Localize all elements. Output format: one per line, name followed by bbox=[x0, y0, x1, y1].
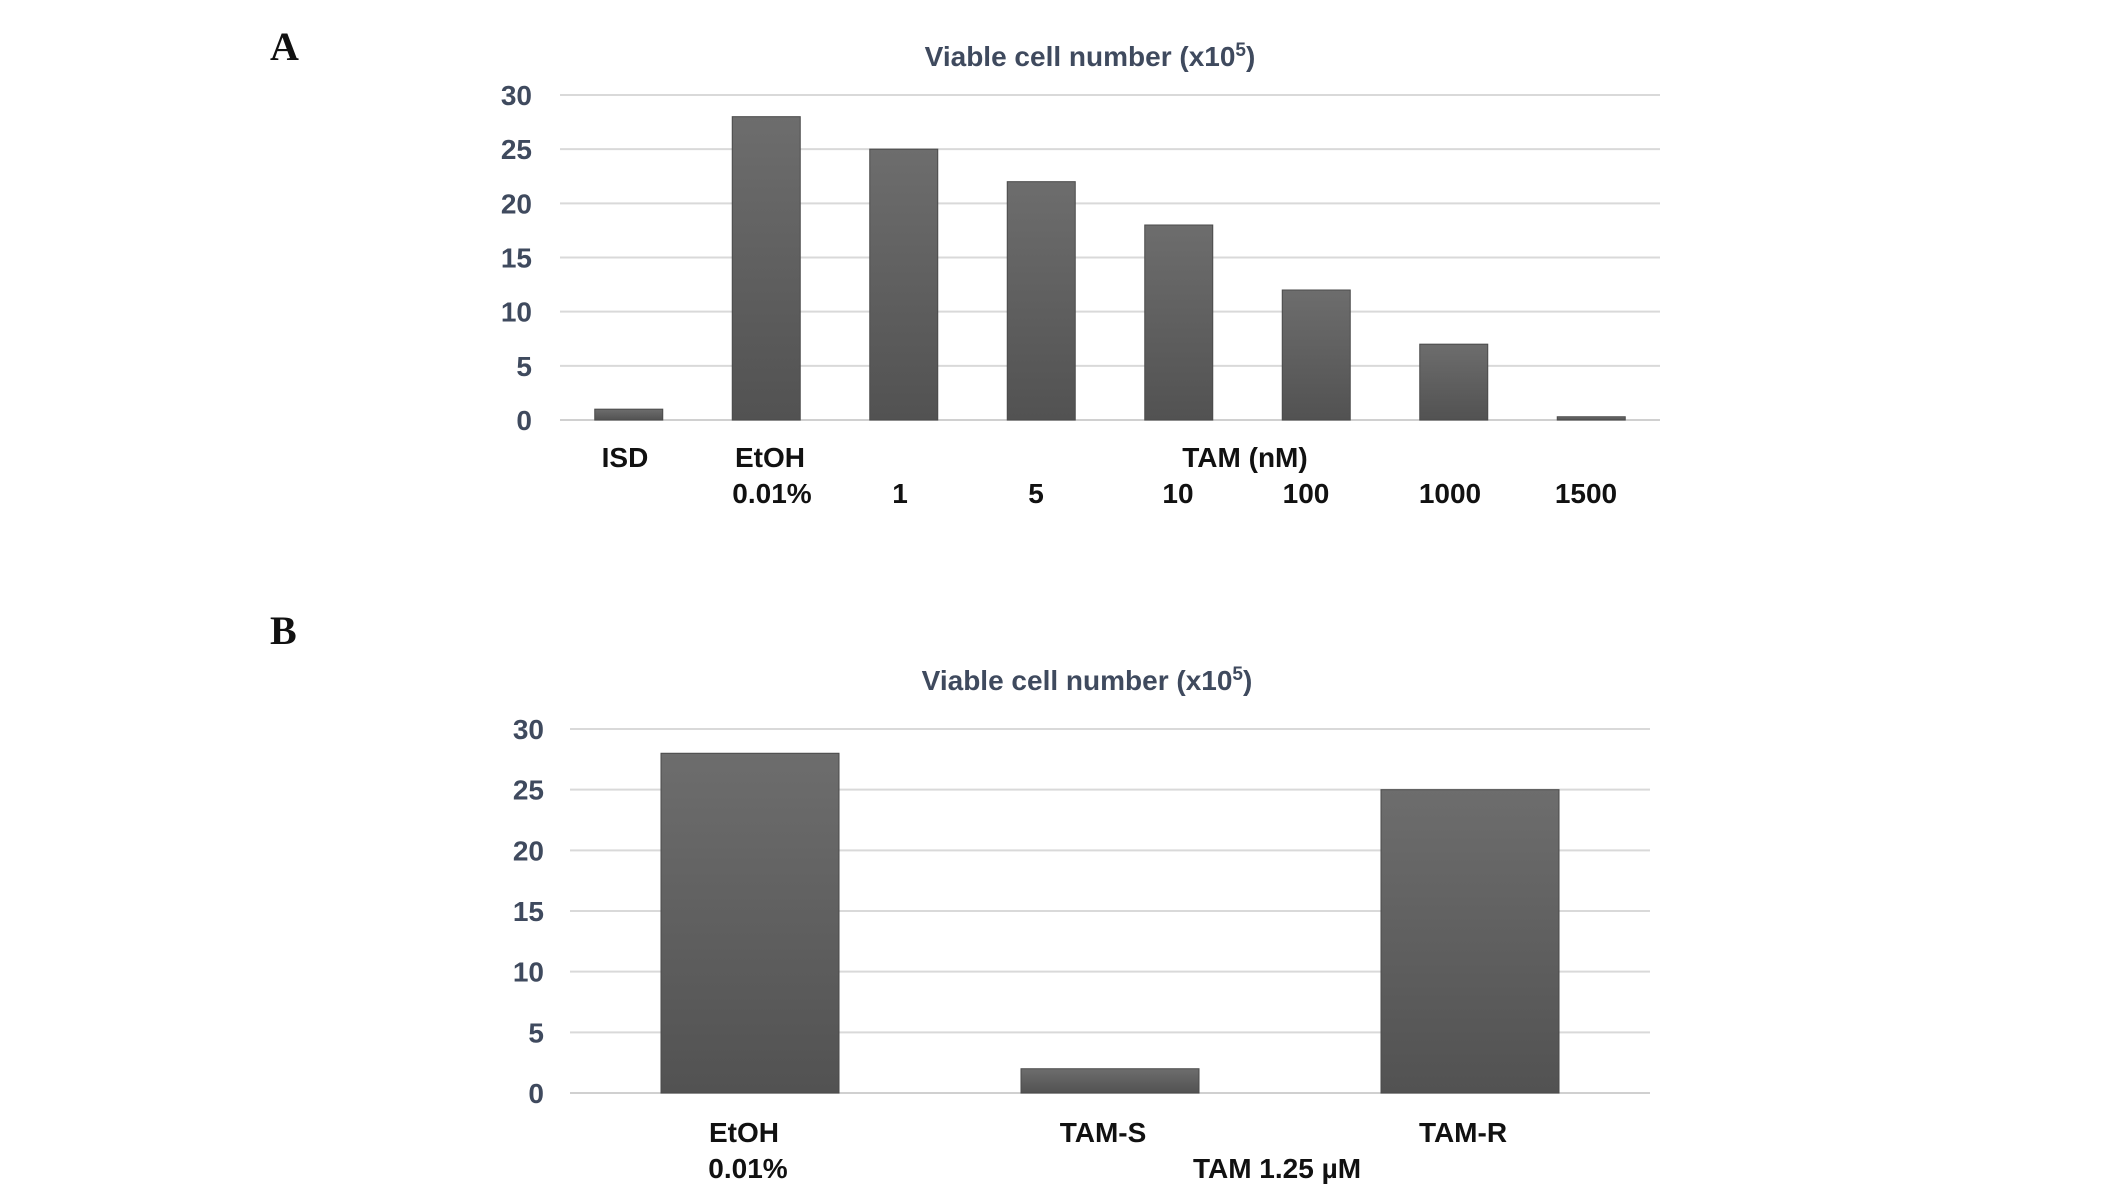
chart-b-ytick-15: 15 bbox=[513, 896, 544, 927]
chart-b-ytick-25: 25 bbox=[513, 775, 544, 806]
chart-b-cat-label-r0-2: TAM-R bbox=[1419, 1117, 1507, 1148]
panel-letter-a: A bbox=[270, 24, 299, 69]
chart-b-ytick-20: 20 bbox=[513, 835, 544, 866]
chart-b-ytick-10: 10 bbox=[513, 957, 544, 988]
chart-a-cat-label-r1-6: 1000 bbox=[1419, 478, 1481, 509]
chart-a-cat-label-r1-4: 10 bbox=[1162, 478, 1193, 509]
chart-b-cat-label-r1-0: 0.01% bbox=[708, 1153, 787, 1184]
chart-a-cat-label-r0-0: ISD bbox=[602, 442, 649, 473]
chart-a-bar-6 bbox=[1419, 343, 1489, 421]
chart-b-cat-label-r1-1: TAM 1.25 µM bbox=[1193, 1153, 1361, 1184]
chart-a-title: Viable cell number (x105) bbox=[925, 40, 1256, 72]
chart-a-cat-label-r0-4: TAM (nM) bbox=[1182, 442, 1307, 473]
chart-a-ytick-10: 10 bbox=[501, 297, 532, 328]
chart-b-cat-label-r0-1: TAM-S bbox=[1060, 1117, 1147, 1148]
chart-a-ytick-25: 25 bbox=[501, 134, 532, 165]
chart-a-ytick-5: 5 bbox=[516, 351, 532, 382]
chart-a-ytick-20: 20 bbox=[501, 188, 532, 219]
panel-letter-b: B bbox=[270, 608, 297, 653]
chart-a-bar-2 bbox=[869, 148, 939, 421]
chart-a-bar-7 bbox=[1556, 416, 1626, 421]
chart-a-cat-label-r1-2: 1 bbox=[892, 478, 908, 509]
chart-b-bar-0 bbox=[660, 752, 840, 1094]
chart-a-bar-0 bbox=[594, 408, 664, 421]
chart-a-bar-4 bbox=[1144, 224, 1214, 421]
chart-a-cat-label-r1-5: 100 bbox=[1283, 478, 1330, 509]
chart-a-cat-label-r1-1: 0.01% bbox=[732, 478, 811, 509]
chart-b-title: Viable cell number (x105) bbox=[922, 664, 1253, 696]
chart-b-bar-2 bbox=[1380, 789, 1560, 1094]
chart-a-bar-1 bbox=[731, 116, 801, 421]
chart-b-ytick-5: 5 bbox=[528, 1017, 544, 1048]
chart-a-ytick-30: 30 bbox=[501, 80, 532, 111]
chart-b: Viable cell number (x105) 0 5 10 15 20 25 30 E… bbox=[513, 664, 1650, 1184]
chart-b-cat-label-r0-0: EtOH bbox=[709, 1117, 779, 1148]
chart-b-ytick-30: 30 bbox=[513, 714, 544, 745]
chart-a-bar-5 bbox=[1281, 289, 1351, 421]
chart-a-cat-label-r1-7: 1500 bbox=[1555, 478, 1617, 509]
chart-a-ytick-15: 15 bbox=[501, 243, 532, 274]
chart-a-bar-3 bbox=[1006, 181, 1076, 421]
chart-a-cat-label-r1-3: 5 bbox=[1028, 478, 1044, 509]
chart-a-cat-label-r0-1: EtOH bbox=[735, 442, 805, 473]
chart-b-bar-1 bbox=[1020, 1068, 1200, 1094]
chart-a-ytick-0: 0 bbox=[516, 405, 532, 436]
chart-b-ytick-0: 0 bbox=[528, 1078, 544, 1109]
